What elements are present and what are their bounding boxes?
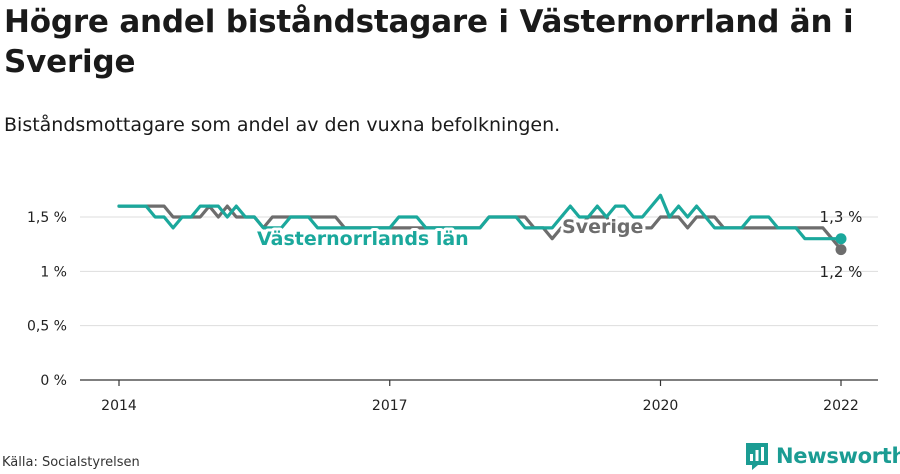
brand-name: Newsworthy — [776, 444, 900, 468]
y-tick-label: 0,5 % — [27, 319, 67, 335]
x-tick-label: 2017 — [372, 398, 408, 414]
end-value-label: 1,2 % — [820, 263, 863, 281]
end-value-label: 1,3 % — [820, 208, 863, 226]
series-lines — [119, 195, 847, 255]
x-tick-label: 2014 — [101, 398, 137, 414]
y-tick-label: 0 % — [40, 373, 67, 389]
y-tick-label: 1,5 % — [27, 210, 67, 226]
x-tick-label: 2022 — [823, 398, 859, 414]
series-end-point-0 — [836, 244, 847, 255]
y-tick-label: 1 % — [40, 264, 67, 280]
source-note: Källa: Socialstyrelsen — [2, 454, 140, 472]
x-axis: 2014 2017 2020 2022 — [80, 380, 878, 414]
line-chart: 0 % 0,5 % 1 % 1,5 % 2014 2017 2020 2022 Sverig… — [0, 0, 900, 440]
series-end-point-1 — [836, 233, 847, 244]
x-tick-label: 2020 — [643, 398, 679, 414]
grid-lines — [80, 217, 878, 326]
series-name-label: Västernorrlands län — [257, 228, 469, 250]
y-axis-labels: 0 % 0,5 % 1 % 1,5 % — [27, 210, 67, 389]
brand-logo[interactable]: Newsworthy — [744, 440, 900, 472]
series-name-label: Sverige — [562, 216, 643, 238]
newsworthy-logo-icon — [744, 441, 770, 471]
